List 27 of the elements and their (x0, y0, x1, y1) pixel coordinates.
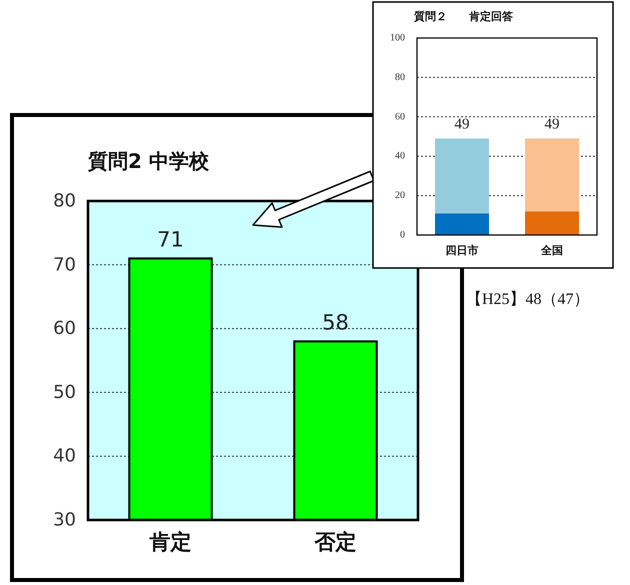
bar (435, 138, 489, 214)
y-tick-label: 60 (53, 318, 76, 340)
y-tick-label: 70 (53, 254, 76, 276)
bar (435, 213, 489, 235)
x-tick-label: 否定 (314, 530, 356, 554)
y-tick-label: 50 (53, 382, 76, 403)
chart-title: 質問２ 肯定回答 (413, 10, 514, 23)
bar (525, 211, 579, 235)
y-tick-label: 30 (53, 510, 76, 530)
y-tick-label: 80 (395, 72, 405, 83)
x-tick-label: 四日市 (446, 244, 478, 257)
x-tick-label: 肯定 (148, 530, 192, 554)
text: 【H25】48（47） (466, 290, 590, 308)
total-label: 49 (544, 116, 560, 132)
y-tick-label: 20 (395, 190, 405, 202)
bar (525, 138, 579, 212)
y-tick-label: 0 (400, 230, 405, 240)
chart-title: 質問2 中学校 (87, 149, 210, 173)
y-tick-label: 60 (395, 111, 405, 122)
y-tick-label: 40 (395, 150, 405, 162)
total-label: 49 (454, 116, 470, 132)
y-tick-label: 80 (53, 190, 76, 212)
y-tick-label: 100 (390, 32, 405, 44)
data-label: 71 (157, 227, 184, 252)
data-label: 58 (322, 310, 349, 334)
y-tick-label: 40 (53, 446, 76, 467)
x-tick-label: 全国 (540, 244, 563, 257)
